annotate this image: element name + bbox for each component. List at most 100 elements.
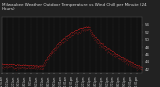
- Point: [14, 67, 16, 69]
- Point: [55, 45, 58, 46]
- Point: [41, 68, 44, 70]
- Point: [50, 51, 53, 52]
- Point: [67, 37, 69, 39]
- Point: [73, 32, 76, 34]
- Point: [44, 59, 47, 61]
- Point: [75, 29, 78, 30]
- Point: [49, 52, 51, 54]
- Point: [82, 27, 85, 28]
- Point: [21, 67, 24, 68]
- Point: [112, 54, 115, 55]
- Point: [122, 60, 125, 62]
- Point: [17, 64, 20, 65]
- Point: [66, 35, 69, 36]
- Point: [82, 30, 84, 31]
- Point: [57, 46, 59, 47]
- Point: [73, 31, 76, 32]
- Point: [139, 68, 141, 70]
- Point: [80, 30, 83, 31]
- Point: [1, 65, 4, 66]
- Point: [30, 67, 33, 69]
- Point: [138, 67, 141, 69]
- Point: [39, 68, 42, 69]
- Point: [86, 29, 88, 30]
- Point: [44, 62, 47, 64]
- Point: [139, 68, 142, 69]
- Point: [101, 43, 104, 44]
- Point: [106, 47, 108, 49]
- Point: [94, 37, 97, 38]
- Point: [136, 64, 139, 66]
- Point: [76, 33, 79, 35]
- Point: [96, 42, 99, 43]
- Point: [120, 56, 123, 57]
- Point: [66, 37, 69, 39]
- Point: [110, 55, 113, 56]
- Point: [80, 27, 83, 29]
- Point: [80, 27, 82, 29]
- Point: [1, 63, 4, 65]
- Point: [20, 64, 22, 65]
- Point: [28, 66, 31, 68]
- Point: [54, 50, 56, 51]
- Point: [104, 48, 107, 49]
- Point: [39, 68, 41, 69]
- Point: [92, 33, 94, 35]
- Point: [66, 37, 69, 39]
- Point: [5, 63, 8, 64]
- Point: [16, 63, 19, 65]
- Point: [2, 69, 5, 70]
- Point: [134, 64, 137, 65]
- Point: [30, 64, 33, 66]
- Point: [140, 66, 142, 67]
- Point: [27, 65, 30, 66]
- Point: [134, 66, 137, 67]
- Point: [57, 43, 59, 44]
- Point: [99, 45, 102, 46]
- Point: [5, 65, 8, 67]
- Point: [118, 57, 121, 59]
- Point: [57, 45, 60, 46]
- Point: [100, 46, 103, 48]
- Point: [126, 59, 128, 60]
- Point: [32, 67, 35, 68]
- Point: [2, 63, 5, 64]
- Point: [85, 29, 87, 31]
- Point: [116, 53, 118, 54]
- Point: [36, 67, 39, 68]
- Point: [15, 68, 17, 69]
- Point: [102, 45, 105, 47]
- Point: [21, 67, 24, 68]
- Point: [67, 37, 70, 38]
- Point: [79, 32, 82, 33]
- Point: [94, 39, 97, 40]
- Text: Milwaukee Weather Outdoor Temperature vs Wind Chill per Minute (24 Hours): Milwaukee Weather Outdoor Temperature vs…: [2, 3, 146, 11]
- Point: [80, 27, 83, 28]
- Point: [11, 63, 13, 65]
- Point: [117, 54, 120, 56]
- Point: [135, 65, 138, 66]
- Point: [138, 67, 141, 68]
- Point: [86, 29, 89, 31]
- Point: [125, 63, 127, 64]
- Point: [91, 33, 94, 34]
- Point: [44, 61, 47, 62]
- Point: [85, 27, 88, 28]
- Point: [37, 67, 40, 68]
- Point: [113, 56, 116, 57]
- Point: [129, 60, 131, 62]
- Point: [22, 66, 24, 68]
- Point: [100, 42, 102, 44]
- Point: [137, 65, 140, 66]
- Point: [32, 66, 35, 68]
- Point: [32, 65, 34, 66]
- Point: [84, 28, 87, 30]
- Point: [23, 67, 25, 68]
- Point: [64, 35, 67, 37]
- Point: [124, 58, 126, 59]
- Point: [9, 63, 12, 64]
- Point: [108, 52, 111, 54]
- Point: [5, 64, 7, 65]
- Point: [108, 48, 111, 50]
- Point: [64, 38, 66, 39]
